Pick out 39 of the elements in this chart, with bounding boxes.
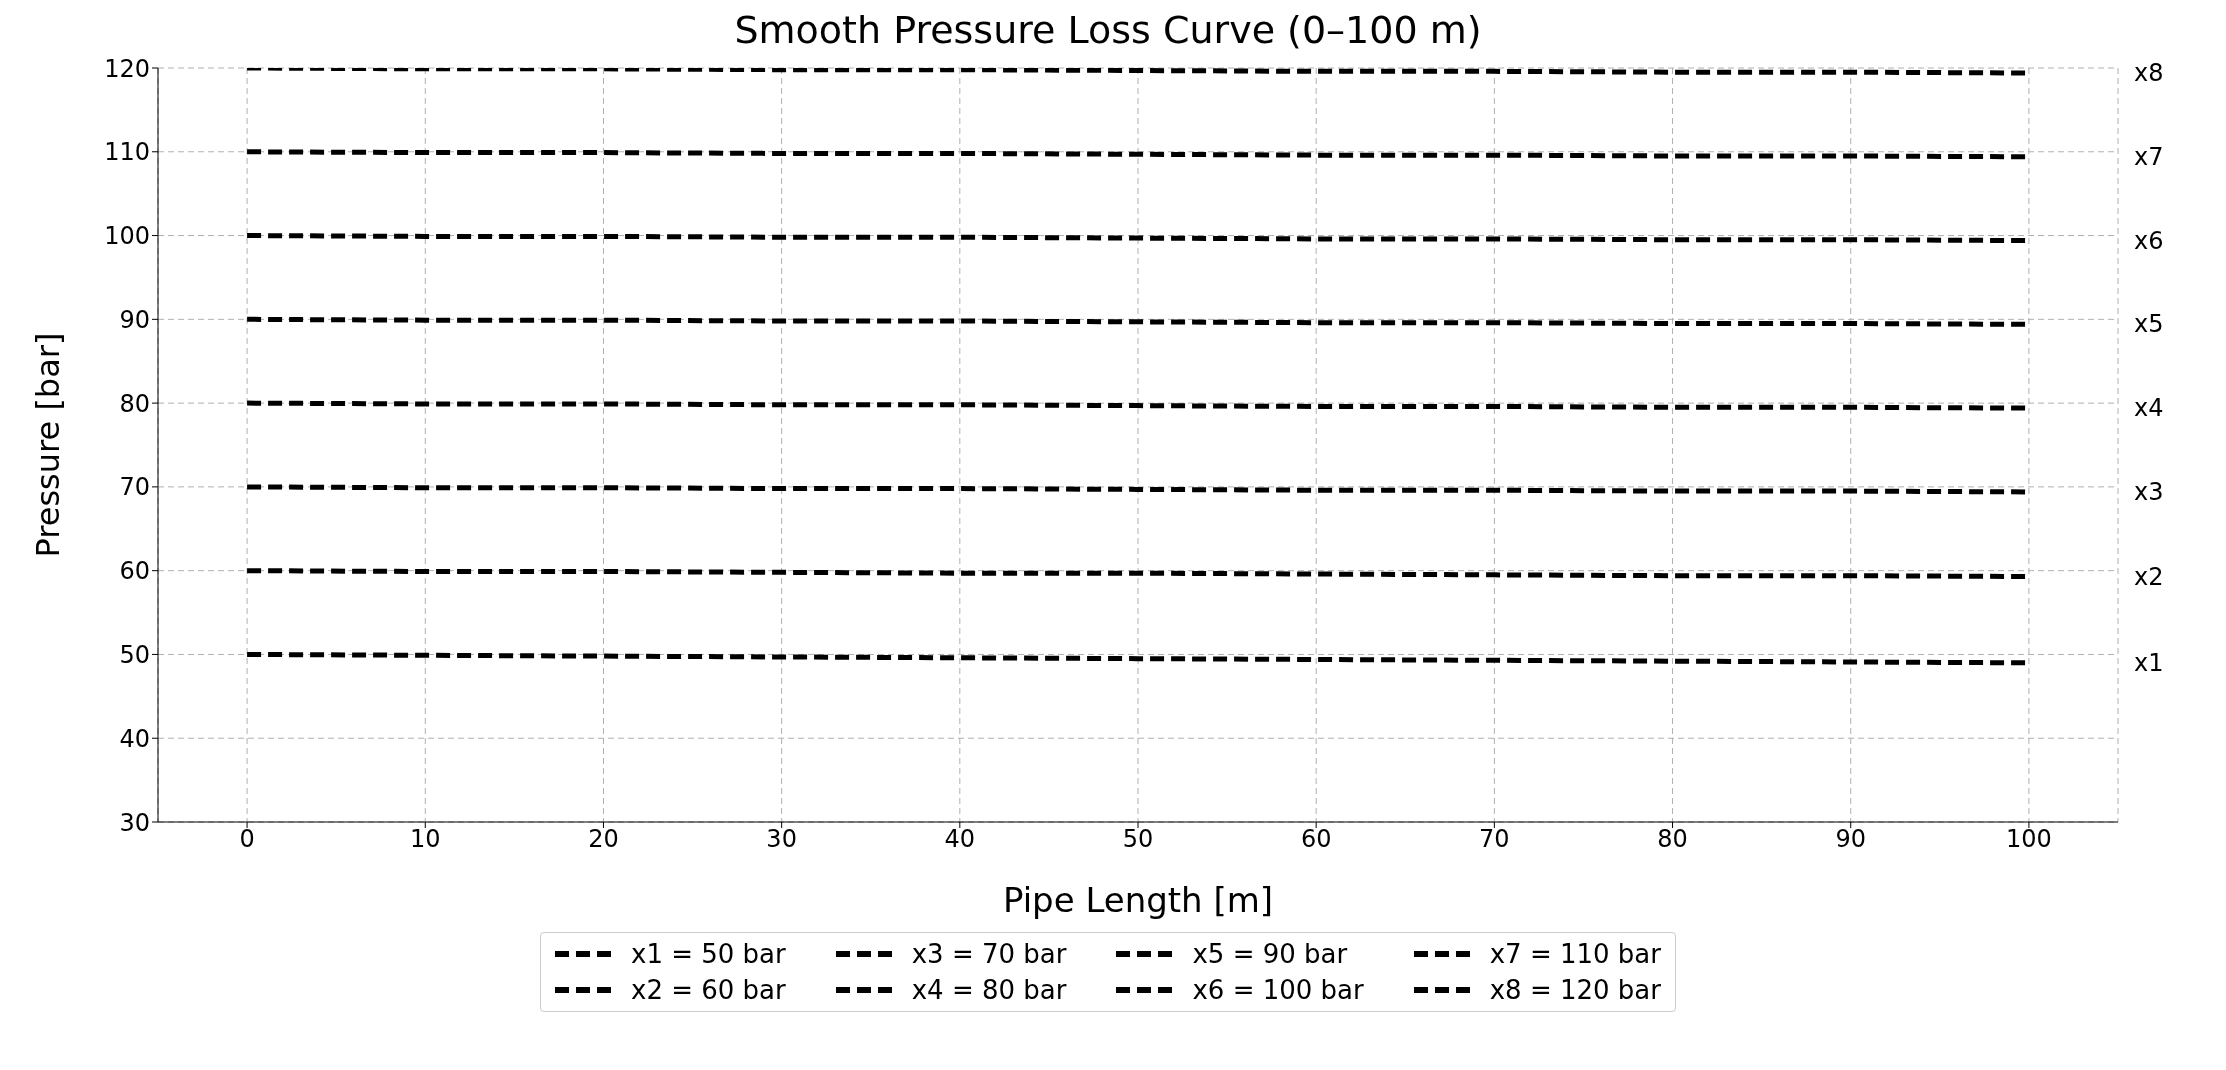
text: x8 [2134, 59, 2164, 88]
y-axis-title: Pressure [bar] [29, 332, 68, 558]
y-tick-label: 40 [119, 724, 150, 753]
text: x6 [2134, 226, 2164, 255]
y-tick-label: 90 [119, 305, 150, 334]
legend-label: x8 = 120 bar [1489, 975, 1661, 1005]
legend-label: x6 = 100 bar [1192, 975, 1364, 1005]
y-tick-label: 50 [119, 640, 150, 669]
text: x7 [2134, 142, 2164, 171]
x-tick-label: 90 [1835, 825, 1866, 854]
y-tick-label: 120 [104, 54, 150, 83]
x-tick-label: 10 [410, 825, 441, 854]
x-axis-title: Pipe Length [m] [1002, 880, 1274, 920]
text: x1 [2134, 648, 2164, 677]
legend-label: x1 = 50 bar [631, 939, 786, 969]
x-tick-label: 50 [1122, 825, 1154, 854]
legend-label: x5 = 90 bar [1192, 939, 1348, 969]
x-tick-label: 80 [1657, 825, 1688, 854]
text: x4 [2134, 394, 2164, 423]
text: x5 [2134, 310, 2164, 339]
x-tick-label: 100 [2006, 825, 2052, 854]
y-tick-label: 70 [119, 473, 150, 502]
x-tick-label: 70 [1479, 825, 1510, 854]
y-tick-label: 100 [104, 222, 150, 251]
x-tick-label: 20 [588, 825, 619, 854]
x-tick-label: 60 [1300, 825, 1332, 854]
legend-label: x4 = 80 bar [911, 975, 1067, 1005]
x-tick-label: 30 [766, 825, 797, 854]
x-tick-label: 40 [944, 825, 976, 854]
x-tick-label: 0 [239, 825, 255, 854]
legend-label: x7 = 110 bar [1489, 939, 1661, 969]
chart-title: Smooth Pressure Loss Curve (0–100 m) [733, 8, 1483, 52]
y-tick-label: 110 [104, 138, 150, 167]
legend-label: x3 = 70 bar [911, 939, 1067, 969]
y-tick-label: 80 [119, 389, 150, 418]
legend-label: x2 = 60 bar [631, 975, 786, 1005]
y-tick-label: 60 [119, 557, 150, 586]
text: x2 [2134, 562, 2164, 591]
text: x3 [2134, 477, 2164, 506]
